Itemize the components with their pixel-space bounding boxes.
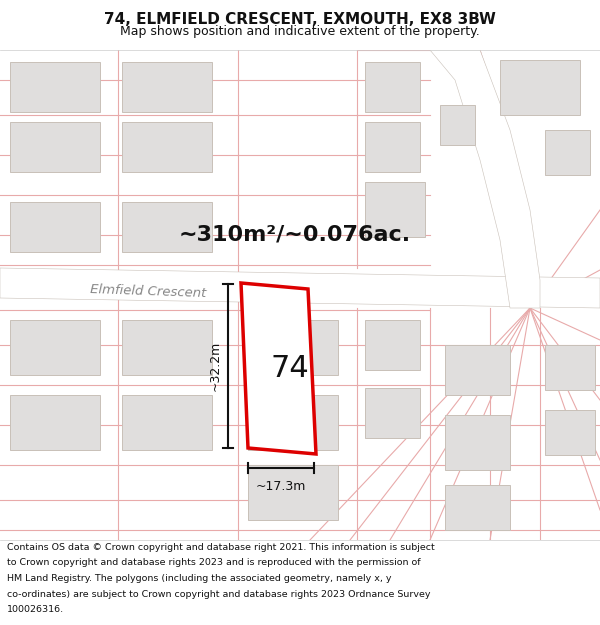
Text: Elmfield Crescent: Elmfield Crescent xyxy=(89,284,206,301)
Bar xyxy=(10,395,100,450)
Bar xyxy=(248,465,338,520)
Bar xyxy=(122,62,212,112)
Bar xyxy=(445,485,510,530)
Bar xyxy=(440,105,475,145)
Text: ~17.3m: ~17.3m xyxy=(256,479,306,492)
Bar xyxy=(10,320,100,375)
Polygon shape xyxy=(430,50,540,308)
Bar xyxy=(122,395,212,450)
Bar xyxy=(248,320,338,375)
Text: HM Land Registry. The polygons (including the associated geometry, namely x, y: HM Land Registry. The polygons (includin… xyxy=(7,574,392,583)
Text: co-ordinates) are subject to Crown copyright and database rights 2023 Ordnance S: co-ordinates) are subject to Crown copyr… xyxy=(7,590,431,599)
Bar xyxy=(445,415,510,470)
Text: to Crown copyright and database rights 2023 and is reproduced with the permissio: to Crown copyright and database rights 2… xyxy=(7,558,421,568)
Text: Contains OS data © Crown copyright and database right 2021. This information is : Contains OS data © Crown copyright and d… xyxy=(7,542,435,551)
Bar xyxy=(122,202,212,252)
Text: 100026316.: 100026316. xyxy=(7,606,64,614)
Bar xyxy=(365,182,425,237)
Polygon shape xyxy=(241,283,316,454)
Bar xyxy=(248,395,338,450)
Bar xyxy=(365,62,420,112)
Bar xyxy=(545,410,595,455)
Bar xyxy=(445,345,510,395)
Text: ~310m²/~0.076ac.: ~310m²/~0.076ac. xyxy=(179,225,411,245)
Polygon shape xyxy=(0,268,600,308)
Text: Map shows position and indicative extent of the property.: Map shows position and indicative extent… xyxy=(120,24,480,38)
Text: ~32.2m: ~32.2m xyxy=(209,341,221,391)
Bar xyxy=(545,345,595,390)
Bar xyxy=(365,388,420,438)
Bar xyxy=(365,320,420,370)
Bar xyxy=(10,202,100,252)
Bar xyxy=(10,62,100,112)
Text: 74: 74 xyxy=(271,354,310,383)
Bar xyxy=(122,320,212,375)
Bar xyxy=(365,122,420,172)
Bar xyxy=(122,122,212,172)
Bar xyxy=(500,60,580,115)
Bar xyxy=(10,122,100,172)
Bar xyxy=(545,130,590,175)
Text: 74, ELMFIELD CRESCENT, EXMOUTH, EX8 3BW: 74, ELMFIELD CRESCENT, EXMOUTH, EX8 3BW xyxy=(104,12,496,28)
